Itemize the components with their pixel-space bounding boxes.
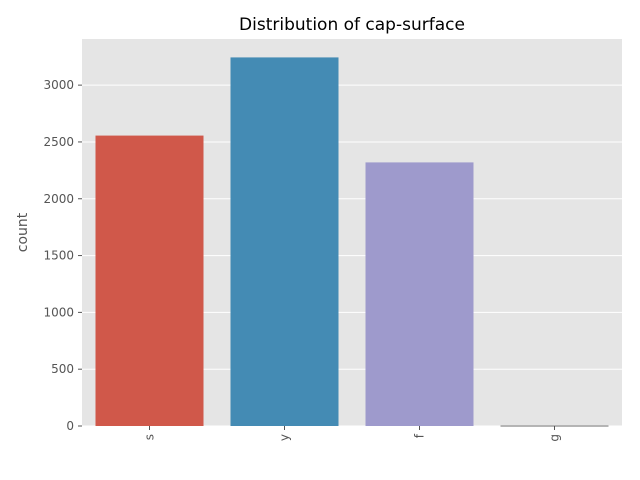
y-tick-label: 500 <box>51 362 74 376</box>
x-tick-label: f <box>413 433 427 438</box>
y-tick-label: 2500 <box>43 135 74 149</box>
y-tick-label: 1500 <box>43 249 74 263</box>
bar-f <box>365 162 474 426</box>
y-axis-label: count <box>15 212 31 252</box>
bar-y <box>230 57 339 427</box>
y-tick-label: 1000 <box>43 305 74 319</box>
chart-title: Distribution of cap-surface <box>239 15 465 35</box>
x-tick-label: s <box>143 434 157 440</box>
bars <box>95 57 609 427</box>
y-axis-ticks: 0 500 1000 1500 2000 2500 3000 <box>43 78 82 433</box>
y-tick-label: 0 <box>66 419 74 433</box>
x-tick-label: y <box>278 434 292 441</box>
y-tick-label: 3000 <box>43 78 74 92</box>
y-tick-label: 2000 <box>43 192 74 206</box>
bar-s <box>95 135 204 426</box>
x-tick-label: g <box>548 434 562 442</box>
